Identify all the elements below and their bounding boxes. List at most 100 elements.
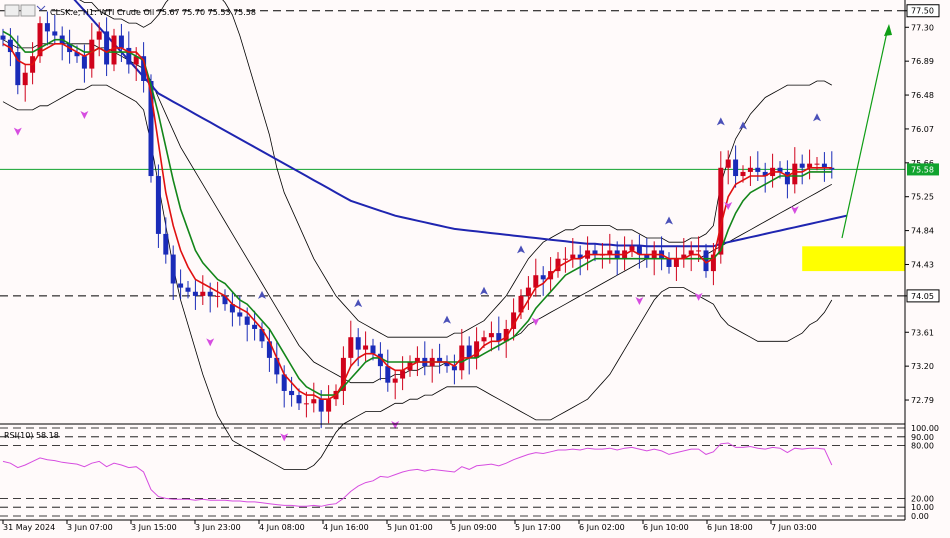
candle-body [141,56,147,81]
candle-body [200,291,206,296]
candle-body [481,337,487,342]
trend-arrow [841,31,888,239]
candle-body [44,23,50,32]
candle-body [437,357,443,363]
candle-body [474,341,480,358]
fractal-up-icon [258,290,266,299]
candle-body [340,357,346,391]
candle-body [400,370,406,379]
candle-body [363,345,369,350]
y-tick-label: 77.30 [911,23,934,32]
x-tick-label: 5 Jun 01:00 [387,523,433,532]
rsi-label: RSI(10) 58.18 [4,431,59,440]
candle-body [725,159,731,168]
candle-body [792,163,798,185]
candle-body [488,333,494,338]
y-tick-label: 74.84 [911,227,934,236]
candle-body [829,167,835,170]
level-label-box [906,4,940,18]
candle-body [629,246,635,251]
candle-body [89,39,95,69]
candle-body [540,275,546,280]
x-tick-label: 5 Jun 09:00 [451,523,497,532]
fractal-down-icon [531,317,540,326]
y-tick-label: 75.66 [911,159,934,168]
candle-body [303,403,309,405]
current-price-label: 75.58 [911,165,934,174]
candle-body [244,316,250,325]
y-tick-label: 74.05 [911,292,934,301]
fractal-down-icon [790,206,799,215]
chart-title: CLSK.e, H1: WTI Crude Oil 75.67 75.70 75… [50,8,256,17]
candle-body [696,250,702,252]
candle-body [740,171,746,177]
candle-body [296,395,302,404]
candle-body [370,345,376,354]
candle-body [533,275,539,288]
y-tick-label: 75.25 [911,193,934,202]
fractal-down-icon [13,127,22,136]
candle-body [96,31,102,40]
x-tick-label: 31 May 2024 [3,523,55,532]
candle-body [777,167,783,172]
candle-body [666,258,672,267]
level-label-box [906,289,940,303]
candle-body [681,254,687,259]
candle-body [0,35,6,40]
y-tick-label: 77.50 [911,7,934,16]
candle-body [444,362,450,367]
candle-body [266,341,272,358]
fractal-up-icon [517,245,525,254]
candle-body [496,333,502,342]
candle-body [807,163,813,168]
candle-body [252,324,258,329]
support-zone [802,246,905,272]
rsi-level-label: 90.00 [911,433,934,442]
candle-body [148,80,154,177]
rsi-level-label: 100.00 [911,424,939,433]
candle-body [636,246,642,255]
candle-body [466,345,472,358]
bollinger-lower [2,84,833,470]
rsi-level-label: 10.00 [911,503,934,512]
candle-body [644,254,650,259]
candle-body [607,250,613,255]
fractal-up-icon [443,315,451,324]
candle-body [784,171,790,185]
fractal-down-icon [391,421,400,429]
candle-body [259,328,265,342]
x-tick-label: 5 Jun 17:00 [515,523,561,532]
candle-body [22,72,28,86]
x-tick-label: 7 Jun 03:00 [771,523,817,532]
candle-body [222,295,228,305]
candle-body [104,31,110,65]
candle-body [718,167,724,255]
candle-body [814,163,820,165]
candle-body [318,399,324,412]
y-tick-label: 76.07 [911,125,934,134]
main-pane [0,0,905,470]
candle-body [81,56,87,69]
candle-body [185,287,191,292]
candle-body [207,291,213,296]
y-tick-label: 73.20 [911,362,934,371]
x-tick-label: 3 Jun 23:00 [195,523,241,532]
candle-body [503,328,509,342]
candle-body [747,167,753,172]
fractal-up-icon [354,299,363,308]
candle-body [163,233,169,255]
fractal-up-icon [716,117,725,126]
rsi-header: RSI(10) 58.18 [4,431,59,440]
rsi-line [2,442,833,507]
fractal-up-icon [739,121,747,130]
candle-body [326,399,332,412]
candle-body [170,254,176,284]
candle-body [703,250,709,272]
x-tick-label: 3 Jun 15:00 [131,523,177,532]
candle-body [274,357,280,375]
candle-body [555,258,561,272]
x-tick-label: 4 Jun 16:00 [323,523,369,532]
